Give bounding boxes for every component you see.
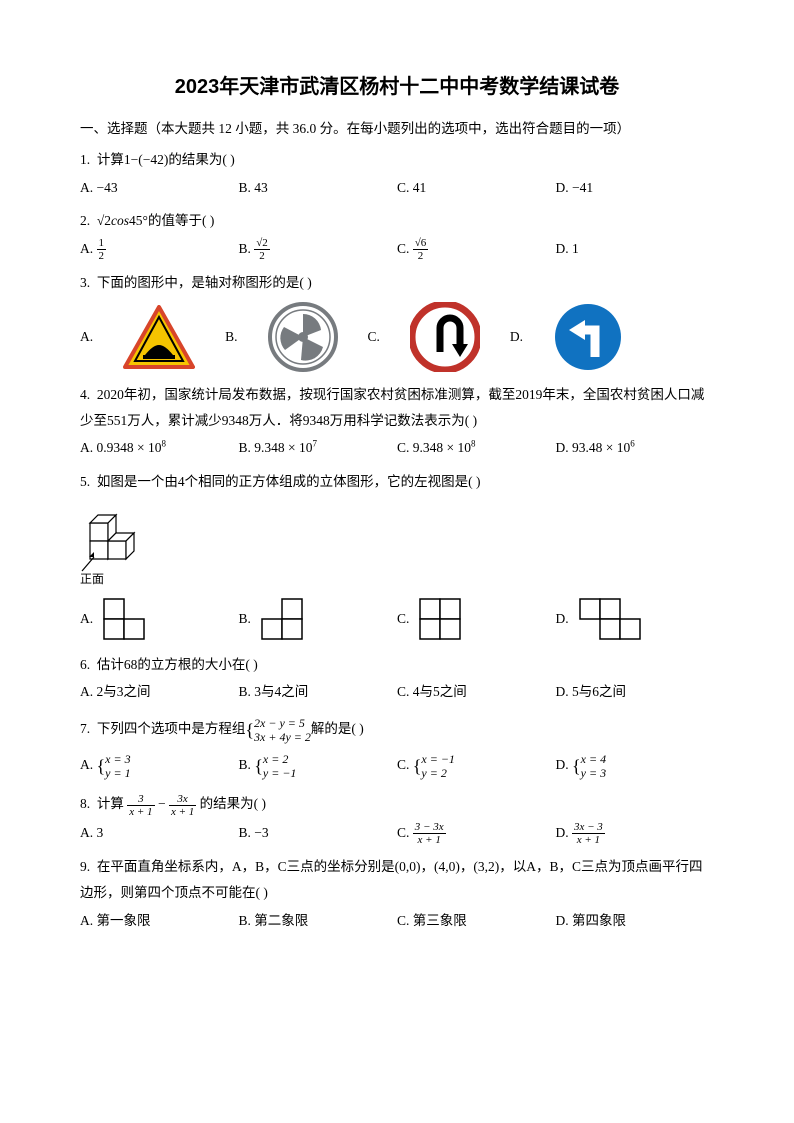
choice-b: B. 43 [239, 175, 398, 201]
stem-part: 下列四个选项中是方程组 [97, 721, 246, 736]
choice-a: A. [80, 594, 239, 644]
q-stem: 如图是一个由4个相同的正方体组成的立体图形，它的左视图是( ) [97, 474, 481, 489]
left-turn-sign-icon [553, 302, 623, 372]
choice-c: C. 4与5之间 [397, 679, 556, 705]
stem-part: √2 [97, 213, 111, 228]
q-num: 5. [80, 474, 90, 489]
section-header: 一、选择题（本大题共 12 小题，共 36.0 分。在每小题列出的选项中，选出符… [80, 117, 714, 137]
choice-c: C. 第三象限 [397, 908, 556, 934]
q-stem: 下面的图形中，是轴对称图形的是( ) [97, 275, 312, 290]
view-b-icon [257, 594, 307, 644]
choice-d: D. −41 [556, 175, 715, 201]
stem-part: 解的是( ) [311, 721, 364, 736]
stem-part: 45°的值等于( ) [129, 213, 214, 228]
q-num: 1. [80, 152, 90, 167]
choice-a: A. 2与3之间 [80, 679, 239, 705]
choice-d-label: D. [510, 324, 523, 350]
choice-d: D. 93.48 × 106 [556, 435, 715, 461]
choice-a: A. 12 [80, 236, 239, 263]
stem-part: 计算 [97, 796, 124, 811]
choice-b: B. 9.348 × 107 [239, 435, 398, 461]
stem-part: cos [111, 213, 129, 228]
question-4: 4. 2020年初，国家统计局发布数据，按现行国家农村贫困标准测算，截至2019… [80, 382, 714, 461]
question-8: 8. 计算 3x + 1 − 3xx + 1 的结果为( ) A. 3 B. −… [80, 791, 714, 846]
q-stem: 2020年初，国家统计局发布数据，按现行国家农村贫困标准测算，截至2019年末，… [80, 387, 704, 428]
q-stem: 计算1−(−42)的结果为( ) [97, 152, 235, 167]
choice-c: C. 3 − 3xx + 1 [397, 820, 556, 847]
front-label: 正面 [80, 572, 104, 586]
question-2: 2. √2cos45°的值等于( ) A. 12 B. √22 C. √62 D… [80, 208, 714, 262]
choice-a: A. 3 [80, 820, 239, 847]
choice-d: D. 5与6之间 [556, 679, 715, 705]
q-num: 3. [80, 275, 90, 290]
q-stem: 估计68的立方根的大小在( ) [97, 657, 258, 672]
choice-c: C. √62 [397, 236, 556, 263]
q-stem: 在平面直角坐标系内，A，B，C三点的坐标分别是(0,0)，(4,0)，(3,2)… [80, 859, 703, 900]
choice-d: D. 3x − 3x + 1 [556, 820, 715, 847]
choice-b: B. [239, 594, 398, 644]
cube-figure: 正面 [80, 501, 714, 586]
choice-a-label: A. [80, 324, 93, 350]
choice-c-label: C. [368, 324, 380, 350]
choice-c: C. 9.348 × 108 [397, 435, 556, 461]
question-1: 1. 计算1−(−42)的结果为( ) A. −43 B. 43 C. 41 D… [80, 147, 714, 200]
view-d-icon [575, 594, 645, 644]
choice-d: D. 1 [556, 236, 715, 263]
view-a-icon [99, 594, 149, 644]
q-num: 7. [80, 721, 90, 736]
q-num: 4. [80, 387, 90, 402]
choice-b: B. −3 [239, 820, 398, 847]
choice-c: C. {x = −1y = 2 [397, 749, 556, 783]
view-c-icon [415, 594, 465, 644]
page-title: 2023年天津市武清区杨村十二中中考数学结课试卷 [80, 70, 714, 99]
choice-a: A. 第一象限 [80, 908, 239, 934]
choice-a: A. −43 [80, 175, 239, 201]
choice-c: C. 41 [397, 175, 556, 201]
choice-b: B. 第二象限 [239, 908, 398, 934]
choice-c: C. [397, 594, 556, 644]
choice-d: D. {x = 4y = 3 [556, 749, 715, 783]
q-num: 9. [80, 859, 90, 874]
fan-icon [268, 302, 338, 372]
warning-triangle-icon [123, 305, 195, 369]
uturn-sign-icon [410, 302, 480, 372]
choice-d: D. 第四象限 [556, 908, 715, 934]
question-9: 9. 在平面直角坐标系内，A，B，C三点的坐标分别是(0,0)，(4,0)，(3… [80, 854, 714, 933]
choice-b: B. 3与4之间 [239, 679, 398, 705]
q-num: 2. [80, 213, 90, 228]
choice-b-label: B. [225, 324, 237, 350]
question-7: 7. 下列四个选项中是方程组{2x − y = 53x + 4y = 2解的是(… [80, 713, 714, 783]
question-5: 5. 如图是一个由4个相同的正方体组成的立体图形，它的左视图是( ) [80, 469, 714, 644]
choice-b: B. {x = 2y = −1 [239, 749, 398, 783]
question-6: 6. 估计68的立方根的大小在( ) A. 2与3之间 B. 3与4之间 C. … [80, 652, 714, 705]
exam-page: 2023年天津市武清区杨村十二中中考数学结课试卷 一、选择题（本大题共 12 小… [0, 0, 794, 981]
q-num: 8. [80, 796, 90, 811]
choice-a: A. {x = 3y = 1 [80, 749, 239, 783]
stem-part: 的结果为( ) [200, 796, 266, 811]
choice-d: D. [556, 594, 715, 644]
question-3: 3. 下面的图形中，是轴对称图形的是( ) A. B. C. [80, 270, 714, 372]
choice-a: A. 0.9348 × 108 [80, 435, 239, 461]
choice-b: B. √22 [239, 236, 398, 263]
q-num: 6. [80, 657, 90, 672]
